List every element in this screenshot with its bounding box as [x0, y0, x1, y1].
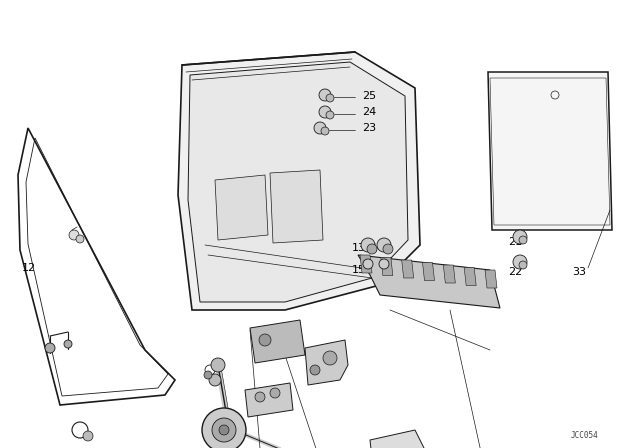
Circle shape — [513, 230, 527, 244]
Circle shape — [76, 235, 84, 243]
Circle shape — [211, 358, 225, 372]
Circle shape — [379, 259, 389, 269]
Circle shape — [64, 340, 72, 348]
Circle shape — [69, 230, 79, 240]
Polygon shape — [464, 267, 476, 285]
Text: 23: 23 — [362, 123, 376, 133]
Polygon shape — [444, 265, 455, 283]
Text: JCC054: JCC054 — [570, 431, 598, 440]
Text: 15: 15 — [352, 265, 366, 275]
Circle shape — [212, 418, 236, 442]
Text: 21: 21 — [508, 237, 522, 247]
Circle shape — [519, 261, 527, 269]
Text: 13: 13 — [352, 243, 366, 253]
Polygon shape — [188, 62, 408, 302]
Text: 33: 33 — [572, 267, 586, 277]
Circle shape — [377, 238, 391, 252]
Polygon shape — [245, 383, 293, 417]
Circle shape — [519, 236, 527, 244]
Text: 12: 12 — [22, 263, 36, 273]
Text: 24: 24 — [362, 107, 376, 117]
Circle shape — [270, 388, 280, 398]
Circle shape — [209, 374, 221, 386]
Text: 16: 16 — [371, 265, 385, 275]
Polygon shape — [358, 255, 500, 308]
Circle shape — [202, 408, 246, 448]
Circle shape — [513, 255, 527, 269]
Polygon shape — [250, 320, 305, 363]
Polygon shape — [402, 260, 413, 278]
Circle shape — [323, 351, 337, 365]
Circle shape — [219, 425, 229, 435]
Circle shape — [321, 127, 329, 135]
Circle shape — [326, 94, 334, 102]
Text: 14: 14 — [371, 243, 385, 253]
Circle shape — [319, 106, 331, 118]
Circle shape — [319, 89, 331, 101]
Circle shape — [314, 122, 326, 134]
Polygon shape — [215, 175, 268, 240]
Polygon shape — [485, 270, 497, 288]
Circle shape — [361, 238, 375, 252]
Circle shape — [45, 343, 55, 353]
Circle shape — [326, 111, 334, 119]
Circle shape — [367, 244, 377, 254]
Polygon shape — [270, 170, 323, 243]
Polygon shape — [488, 72, 612, 230]
Circle shape — [83, 431, 93, 441]
Polygon shape — [422, 263, 435, 280]
Circle shape — [310, 365, 320, 375]
Polygon shape — [178, 52, 420, 310]
Circle shape — [255, 392, 265, 402]
Text: 22: 22 — [508, 267, 522, 277]
Polygon shape — [305, 340, 348, 385]
Polygon shape — [370, 430, 425, 448]
Circle shape — [383, 244, 393, 254]
Circle shape — [363, 259, 373, 269]
Text: 25: 25 — [362, 91, 376, 101]
Circle shape — [259, 334, 271, 346]
Polygon shape — [360, 255, 372, 273]
Circle shape — [204, 371, 212, 379]
Polygon shape — [381, 258, 393, 276]
